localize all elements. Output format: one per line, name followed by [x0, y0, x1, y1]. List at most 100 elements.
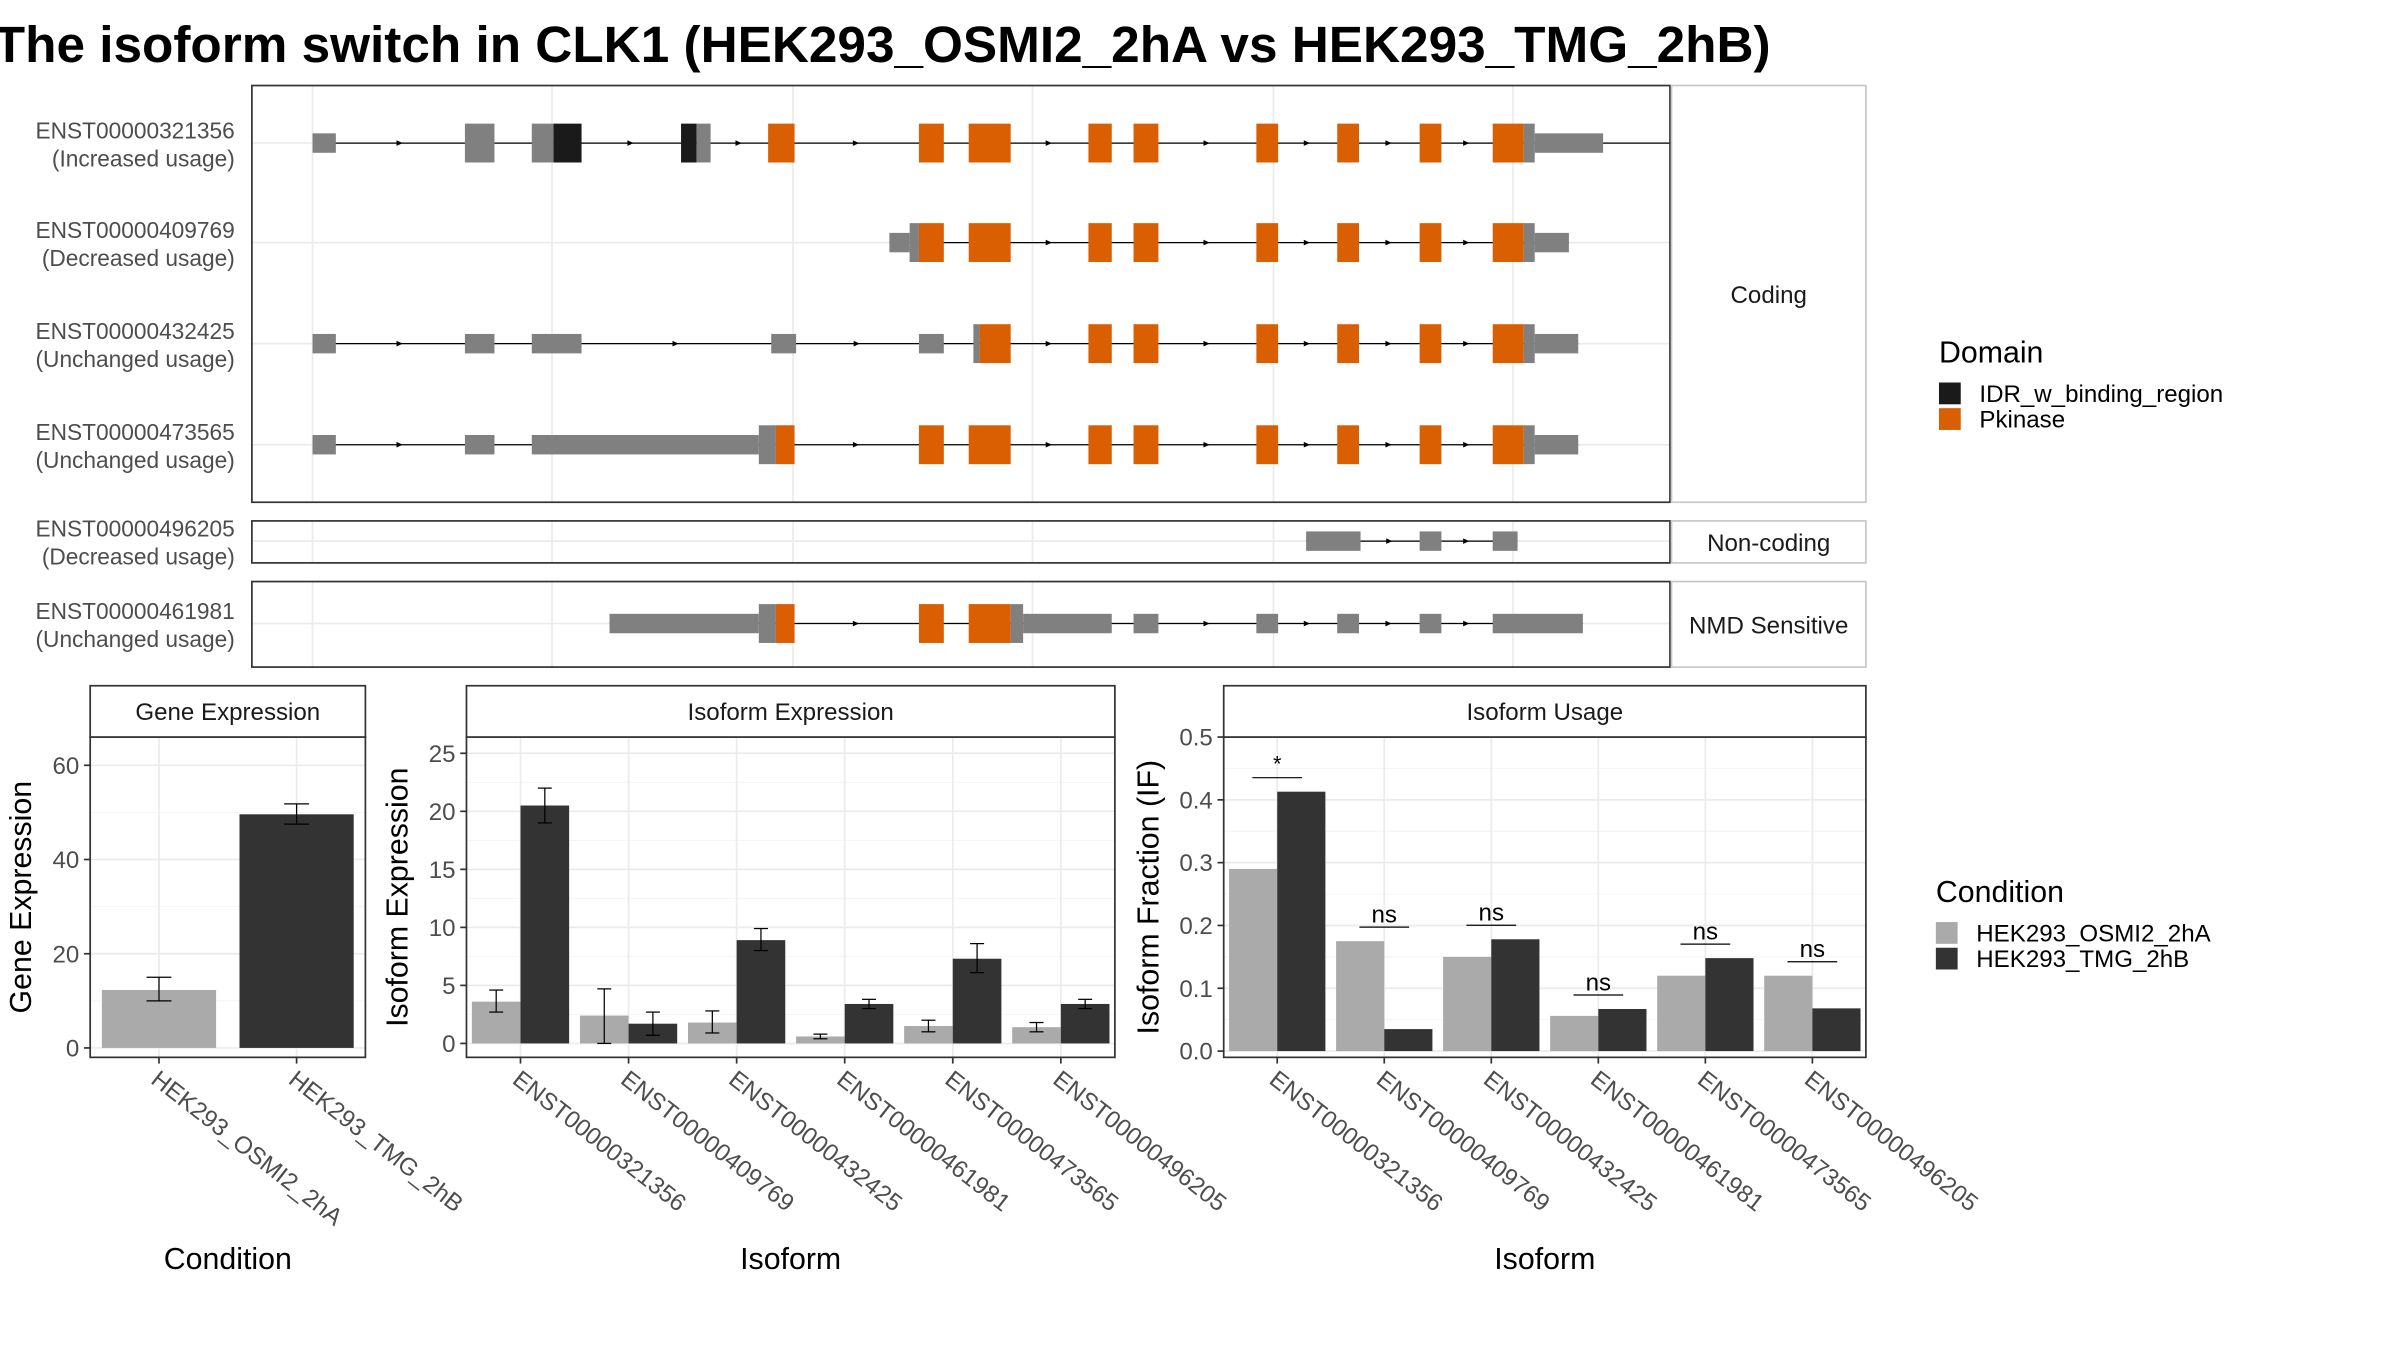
- exon-block: [1133, 613, 1159, 634]
- exon-block: [464, 123, 495, 163]
- legend-swatch: [1938, 408, 1961, 430]
- intron-arrow: [853, 340, 860, 347]
- transcript-id-label: ENST00000432425: [35, 318, 234, 344]
- transcript-structure-plot: ENST00000321356(Increased usage) ENST0000…: [35, 84, 1867, 668]
- x-tick-label: ENST00000473565: [940, 1066, 1123, 1218]
- x-tick-label: ENST00000461981: [1585, 1066, 1768, 1218]
- bar: [1491, 939, 1540, 1052]
- intron-arrow: [1463, 239, 1470, 246]
- legend-label: HEK293_TMG_2hB: [1976, 946, 2189, 973]
- intron-arrow: [852, 620, 860, 627]
- exon-block: [312, 435, 336, 455]
- isoform-expression-panel: Isoform Expression 0 5 10 15 20 25 ENST00000321…: [381, 684, 1231, 1276]
- exon-block: [312, 133, 336, 153]
- isoform-usage-panel: * ns ns ns ns ns Isoform Usage 0.0 0.1 0.2 0.3 0.4 0…: [1132, 684, 1983, 1276]
- facet-strip-label: NMD Sensitive: [1689, 613, 1848, 640]
- y-tick-label: 0.3: [1179, 850, 1213, 877]
- x-tick-label: ENST00000409769: [1371, 1066, 1554, 1218]
- exon-block: [1523, 123, 1535, 163]
- intron-arrow: [1203, 140, 1210, 146]
- intron-arrow: [1203, 441, 1210, 448]
- panel-background: [466, 737, 1115, 1058]
- exon-block: [1419, 531, 1442, 551]
- facet-strip-label: Coding: [1731, 282, 1807, 309]
- exon-block: [771, 333, 797, 354]
- transcript-usage-label: (Decreased usage): [42, 245, 235, 271]
- bar: [844, 1003, 894, 1044]
- exon-block: [1419, 613, 1442, 634]
- intron-arrow: [1463, 140, 1470, 146]
- exon-block: [312, 333, 336, 354]
- exon-block: [1534, 333, 1579, 354]
- exon-block: [909, 223, 919, 263]
- transcript-id-label: ENST00000496205: [35, 515, 234, 541]
- panel-title: Gene Expression: [135, 699, 320, 726]
- pkinase-domain-block: [1088, 324, 1112, 364]
- figure-title: The isoform switch in CLK1 (HEK293_OSMI2…: [0, 16, 1771, 73]
- idr-domain-block: [553, 123, 582, 163]
- intron-arrow: [1463, 340, 1470, 347]
- pkinase-domain-block: [918, 123, 944, 163]
- intron-arrow: [1303, 620, 1311, 627]
- intron-arrow: [1463, 620, 1470, 627]
- y-tick-label: 60: [52, 753, 79, 780]
- bar: [1764, 975, 1813, 1052]
- intron-arrow: [1385, 239, 1392, 246]
- bar: [1705, 958, 1754, 1052]
- pkinase-domain-block: [1492, 425, 1524, 465]
- y-tick-label: 0.1: [1179, 976, 1213, 1003]
- transcript-id-label: ENST00000409769: [35, 217, 234, 243]
- pkinase-domain-block: [979, 324, 1011, 364]
- significance-label: ns: [1800, 936, 1825, 963]
- intron-arrow: [1385, 340, 1392, 347]
- pkinase-domain-block: [1419, 324, 1442, 364]
- bar: [1812, 1008, 1861, 1052]
- significance-label: ns: [1479, 900, 1504, 927]
- pkinase-domain-block: [1133, 223, 1159, 263]
- x-tick-label: ENST00000496205: [1048, 1066, 1231, 1218]
- exon-block: [531, 123, 554, 163]
- pkinase-domain-block: [1256, 123, 1279, 163]
- panel-strip: [89, 684, 367, 738]
- legend-label: HEK293_OSMI2_2hA: [1976, 921, 2211, 948]
- intron-arrow: [1385, 140, 1392, 146]
- panel-strip: [465, 684, 1116, 738]
- facet-panel-bg: [251, 85, 1670, 503]
- bar: [239, 814, 354, 1048]
- intron-arrow: [396, 340, 403, 347]
- intron-arrow: [1303, 340, 1311, 347]
- x-axis-title: Condition: [164, 1243, 292, 1276]
- exon-block: [1010, 604, 1024, 643]
- significance-label: ns: [1693, 918, 1718, 945]
- intron-arrow: [396, 140, 403, 146]
- facet-strip-label: Non-coding: [1707, 530, 1830, 557]
- significance-label: *: [1273, 751, 1282, 776]
- x-axis-title: Isoform: [740, 1243, 841, 1276]
- bar: [520, 805, 570, 1044]
- bar: [1277, 791, 1326, 1052]
- intron-arrow: [627, 140, 634, 146]
- intron-arrow: [852, 441, 860, 448]
- y-axis-title: Isoform Expression: [381, 767, 414, 1026]
- y-tick-label: 0: [442, 1031, 455, 1058]
- pkinase-domain-block: [1088, 123, 1112, 163]
- exon-block: [1523, 425, 1535, 465]
- legend-label: Pkinase: [1979, 407, 2065, 434]
- intron-arrow: [1045, 239, 1052, 246]
- y-tick-label: 10: [429, 915, 456, 942]
- x-tick-label: ENST00000432425: [1478, 1066, 1661, 1218]
- exon-block: [1523, 324, 1535, 364]
- exon-block: [696, 123, 711, 163]
- y-axis-title: Gene Expression: [5, 781, 38, 1014]
- exon-block: [1534, 232, 1569, 253]
- intron-arrow: [672, 340, 679, 347]
- facet-panel-border: [251, 84, 1671, 504]
- pkinase-domain-block: [918, 223, 944, 263]
- bar: [1012, 1027, 1061, 1044]
- intron-arrow: [1045, 340, 1052, 347]
- legend-swatch: [1935, 947, 1958, 970]
- x-axis-title: Isoform: [1494, 1243, 1595, 1276]
- bar: [1384, 1029, 1433, 1052]
- bar: [1336, 941, 1385, 1052]
